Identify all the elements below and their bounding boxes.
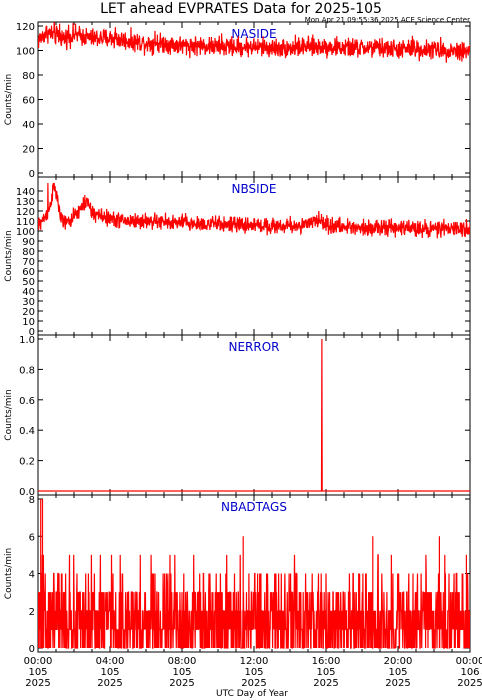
x-tick-label-time: 00:00 (24, 656, 53, 667)
x-tick-label-year: 2025 (97, 678, 122, 689)
panel-naside: 0 20 40 60 80 100 120 Counts/min NASIDE (4, 21, 471, 180)
y-tick-label: 0 (29, 644, 35, 655)
x-tick-label-doy: 105 (244, 667, 263, 678)
x-tick-label-doy: 105 (28, 667, 47, 678)
y-tick-label: 4 (29, 570, 35, 581)
y-tick-label: 0 (29, 169, 35, 180)
series-line-nbadtags (38, 554, 470, 649)
y-tick-label: 90 (22, 237, 35, 248)
x-tick-label-doy: 105 (100, 667, 119, 678)
y-axis-title: Counts/min (4, 548, 14, 599)
y-tick-label: 30 (22, 297, 35, 308)
x-tick-label-year: 2025 (313, 678, 338, 689)
y-tick-label: 130 (16, 197, 35, 208)
y-tick-label: 70 (22, 257, 35, 268)
chart-title: LET ahead EVPRATES Data for 2025-105 (100, 1, 382, 17)
y-tick-label: 60 (22, 267, 35, 278)
y-tick-label: 60 (22, 96, 35, 107)
y-tick-label: 40 (22, 120, 35, 131)
x-tick-label-time: 00:00 (456, 656, 482, 667)
y-tick-label: 20 (22, 145, 35, 156)
panel-nerror: 0.0 0.2 0.4 0.6 0.8 1.0 Counts/min NERROR (4, 334, 471, 498)
y-tick-label: 120 (16, 22, 35, 33)
x-tick-label-doy: 105 (388, 667, 407, 678)
y-tick-label: 1.0 (19, 335, 35, 346)
x-tick-label-doy: 106 (460, 667, 479, 678)
x-tick-label-time: 12:00 (240, 656, 269, 667)
y-tick-label: 0.6 (19, 396, 35, 407)
y-tick-label: 100 (16, 227, 35, 238)
y-tick-label: 10 (22, 317, 35, 328)
x-tick-label-year: 2025 (25, 678, 50, 689)
y-axis-title: Counts/min (4, 389, 14, 440)
x-tick-label-time: 04:00 (96, 656, 125, 667)
y-tick-label: 0.8 (19, 365, 35, 376)
series-line-nbside (38, 182, 470, 239)
x-tick-label-time: 16:00 (312, 656, 341, 667)
panel-nbadtags: 0 2 4 6 8 Counts/min NBADTAGS (4, 494, 471, 655)
y-tick-label: 0.4 (19, 426, 35, 437)
panel-label: NASIDE (231, 27, 276, 41)
panel-frame (37, 176, 471, 336)
panel-label: NBADTAGS (221, 500, 287, 514)
y-tick-label: 140 (16, 187, 35, 198)
y-axis-title: Counts/min (4, 74, 14, 125)
y-tick-label: 50 (22, 277, 35, 288)
y-tick-label: 6 (29, 532, 35, 543)
x-tick-label-year: 2025 (169, 678, 194, 689)
series-line-naside (38, 22, 470, 63)
x-tick-label-year: 2025 (457, 678, 482, 689)
panels-group: 020406080100120Counts/minNASIDE010203040… (4, 21, 471, 655)
y-tick-label: 0.2 (19, 457, 35, 468)
y-tick-label: 80 (22, 247, 35, 258)
series-line-nerror (38, 338, 470, 492)
x-tick-label-doy: 105 (316, 667, 335, 678)
y-axis-title: Counts/min (4, 230, 14, 281)
y-tick-label: 8 (29, 495, 35, 506)
y-tick-label: 120 (16, 207, 35, 218)
chart-subtitle: Mon Apr 21 09:55:36 2025 ACE Science Cen… (305, 16, 470, 24)
y-tick-label: 2 (29, 607, 35, 618)
y-tick-label: 40 (22, 287, 35, 298)
y-tick-label: 0 (29, 327, 35, 338)
y-tick-label: 80 (22, 71, 35, 82)
panel-label: NERROR (228, 340, 279, 354)
y-tick-label: 0.0 (19, 487, 35, 498)
x-tick-label-doy: 105 (172, 667, 191, 678)
panel-label: NBSIDE (232, 182, 277, 196)
x-axis-title: UTC Day of Year (216, 689, 288, 699)
x-tick-label-time: 08:00 (168, 656, 197, 667)
x-axis-labels: 00:00105202504:00105202508:00105202512:0… (24, 656, 482, 689)
x-tick-label-year: 2025 (385, 678, 410, 689)
panel-frame (37, 334, 471, 496)
y-tick-label: 110 (16, 217, 35, 228)
y-tick-label: 100 (16, 47, 35, 58)
x-tick-label-time: 20:00 (384, 656, 413, 667)
y-tick-label: 20 (22, 307, 35, 318)
x-tick-label-year: 2025 (241, 678, 266, 689)
